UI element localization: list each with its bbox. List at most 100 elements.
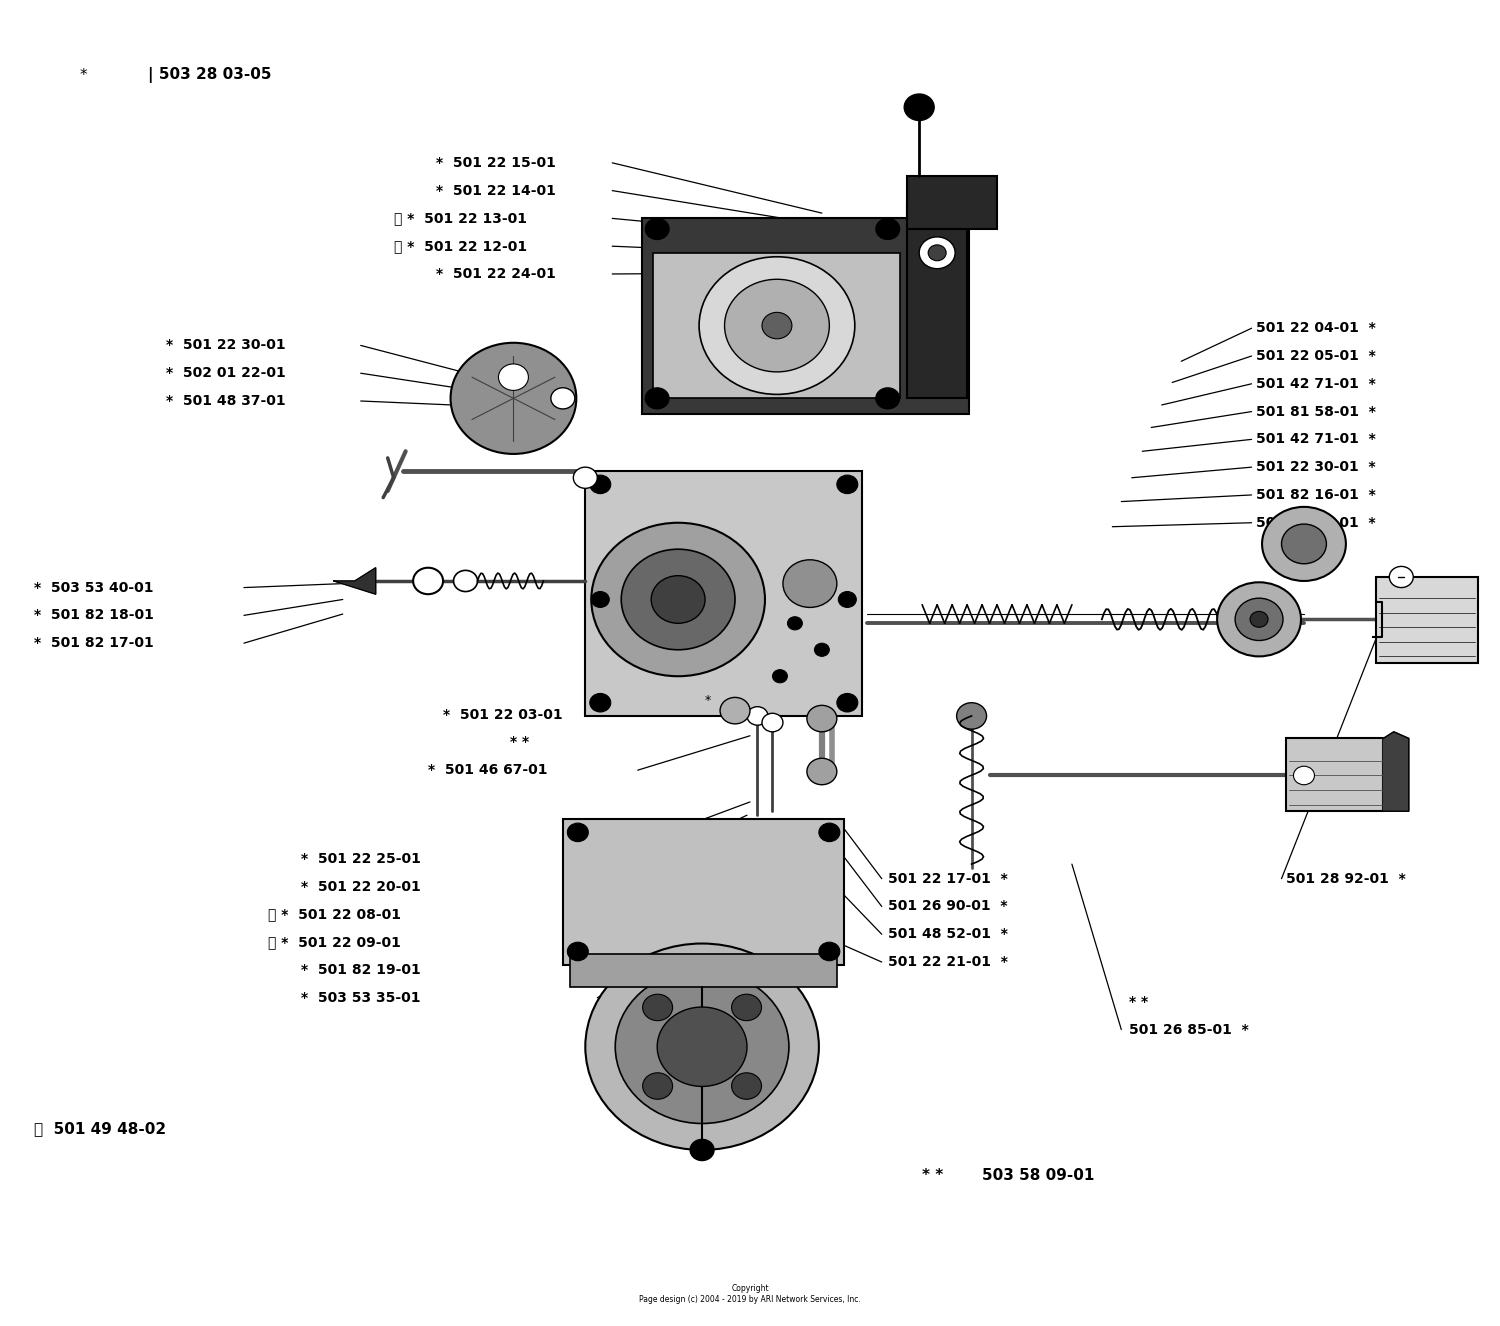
Circle shape: [413, 568, 442, 594]
Circle shape: [762, 313, 792, 339]
Text: *  503 53 40-01: * 503 53 40-01: [34, 581, 154, 594]
Text: *  501 22 24-01: * 501 22 24-01: [435, 267, 555, 281]
Circle shape: [815, 643, 830, 656]
Text: *  501 22 25-01: * 501 22 25-01: [302, 851, 420, 866]
Circle shape: [876, 219, 900, 240]
Circle shape: [1216, 582, 1300, 656]
Text: 501 82 16-01  *: 501 82 16-01 *: [1256, 488, 1376, 503]
Circle shape: [762, 713, 783, 732]
Circle shape: [732, 1073, 762, 1099]
Circle shape: [1262, 507, 1346, 581]
Bar: [1376, 577, 1478, 663]
Circle shape: [807, 758, 837, 785]
Circle shape: [837, 693, 858, 712]
Circle shape: [904, 94, 934, 121]
Text: *: *: [705, 693, 711, 707]
Circle shape: [928, 245, 946, 261]
Bar: [570, 955, 837, 987]
Text: *  501 22 30-01: * 501 22 30-01: [166, 338, 285, 353]
Circle shape: [724, 280, 830, 371]
Text: 501 26 90-01  *: 501 26 90-01 *: [888, 899, 1007, 914]
Bar: [908, 176, 998, 229]
Text: 501 48 52-01  *: 501 48 52-01 *: [888, 927, 1008, 941]
Circle shape: [1389, 566, 1413, 587]
Bar: [585, 471, 862, 716]
Circle shape: [657, 1006, 747, 1086]
Circle shape: [747, 707, 768, 725]
Circle shape: [1293, 766, 1314, 785]
Text: ⓡ  501 49 48-02: ⓡ 501 49 48-02: [34, 1122, 166, 1136]
Bar: [652, 253, 900, 398]
Text: ⓡ *  501 22 08-01: ⓡ * 501 22 08-01: [268, 907, 400, 922]
Text: ⓡ *  501 22 09-01: ⓡ * 501 22 09-01: [268, 935, 400, 949]
Text: 501 22 04-01  *: 501 22 04-01 *: [1256, 321, 1376, 335]
Text: 501 81 58-01  *: 501 81 58-01 *: [1256, 404, 1376, 419]
Bar: [1286, 739, 1383, 812]
Text: *  501 82 19-01: * 501 82 19-01: [302, 963, 420, 977]
Circle shape: [1250, 611, 1268, 627]
Circle shape: [819, 823, 840, 842]
Circle shape: [699, 257, 855, 394]
Text: 501 22 05-01  *: 501 22 05-01 *: [1256, 349, 1376, 363]
Text: Copyright
Page design (c) 2004 - 2019 by ARI Network Services, Inc.: Copyright Page design (c) 2004 - 2019 by…: [639, 1285, 861, 1303]
Text: 503 58 09-01: 503 58 09-01: [982, 1168, 1095, 1183]
Circle shape: [590, 693, 610, 712]
Polygon shape: [334, 568, 375, 594]
Circle shape: [783, 560, 837, 607]
Circle shape: [920, 237, 956, 269]
Text: 501 22 21-01  *: 501 22 21-01 *: [888, 955, 1008, 969]
Circle shape: [839, 591, 856, 607]
Circle shape: [1234, 598, 1282, 640]
Text: *  503 53 35-01: * 503 53 35-01: [302, 991, 420, 1005]
Circle shape: [567, 823, 588, 842]
Circle shape: [590, 475, 610, 493]
Text: 501 22 30-01  *: 501 22 30-01 *: [1256, 460, 1376, 475]
Bar: [908, 203, 968, 398]
Text: | 503 28 03-05: | 503 28 03-05: [148, 68, 272, 84]
Text: K: K: [1304, 773, 1308, 778]
Text: ⓘ *  501 22 13-01: ⓘ * 501 22 13-01: [393, 211, 526, 225]
Circle shape: [772, 670, 788, 683]
Circle shape: [591, 522, 765, 676]
Circle shape: [807, 705, 837, 732]
Text: *  501 82 17-01: * 501 82 17-01: [34, 636, 154, 650]
Text: ⓘ *  501 22 12-01: ⓘ * 501 22 12-01: [393, 239, 526, 253]
Text: *  501 48 37-01: * 501 48 37-01: [166, 394, 285, 408]
Circle shape: [1281, 524, 1326, 564]
Text: * *: * *: [922, 1168, 944, 1183]
Text: *  501 46 67-01: * 501 46 67-01: [427, 764, 548, 777]
Bar: [562, 819, 844, 965]
Circle shape: [819, 943, 840, 961]
Text: *  501 22 14-01: * 501 22 14-01: [435, 183, 555, 198]
Circle shape: [498, 363, 528, 390]
Circle shape: [550, 387, 574, 408]
Polygon shape: [1383, 732, 1408, 812]
Text: 501 69 11-01  *: 501 69 11-01 *: [1256, 516, 1376, 530]
Circle shape: [567, 943, 588, 961]
Circle shape: [642, 1073, 672, 1099]
Text: 501 42 71-01  *: 501 42 71-01 *: [1256, 377, 1376, 391]
Circle shape: [720, 697, 750, 724]
Circle shape: [453, 570, 477, 591]
Text: 501 22 17-01  *: 501 22 17-01 *: [888, 871, 1008, 886]
Circle shape: [645, 387, 669, 408]
Text: 501 28 92-01  *: 501 28 92-01 *: [1286, 871, 1406, 886]
Circle shape: [651, 575, 705, 623]
Circle shape: [642, 994, 672, 1021]
Circle shape: [690, 1139, 714, 1160]
Circle shape: [585, 944, 819, 1150]
Circle shape: [450, 343, 576, 453]
Text: *  501 22 03-01: * 501 22 03-01: [442, 708, 562, 721]
Text: * *: * *: [1130, 994, 1148, 1009]
Text: 501 42 71-01  *: 501 42 71-01 *: [1256, 432, 1376, 447]
Circle shape: [957, 703, 987, 729]
Bar: [642, 219, 969, 414]
Text: *: *: [80, 68, 87, 84]
Circle shape: [591, 591, 609, 607]
Text: *  501 82 18-01: * 501 82 18-01: [34, 609, 154, 622]
Circle shape: [876, 387, 900, 408]
Circle shape: [788, 617, 802, 630]
Text: 501 26 85-01  *: 501 26 85-01 *: [1130, 1022, 1248, 1037]
Circle shape: [645, 219, 669, 240]
Text: * *: * *: [510, 736, 530, 749]
